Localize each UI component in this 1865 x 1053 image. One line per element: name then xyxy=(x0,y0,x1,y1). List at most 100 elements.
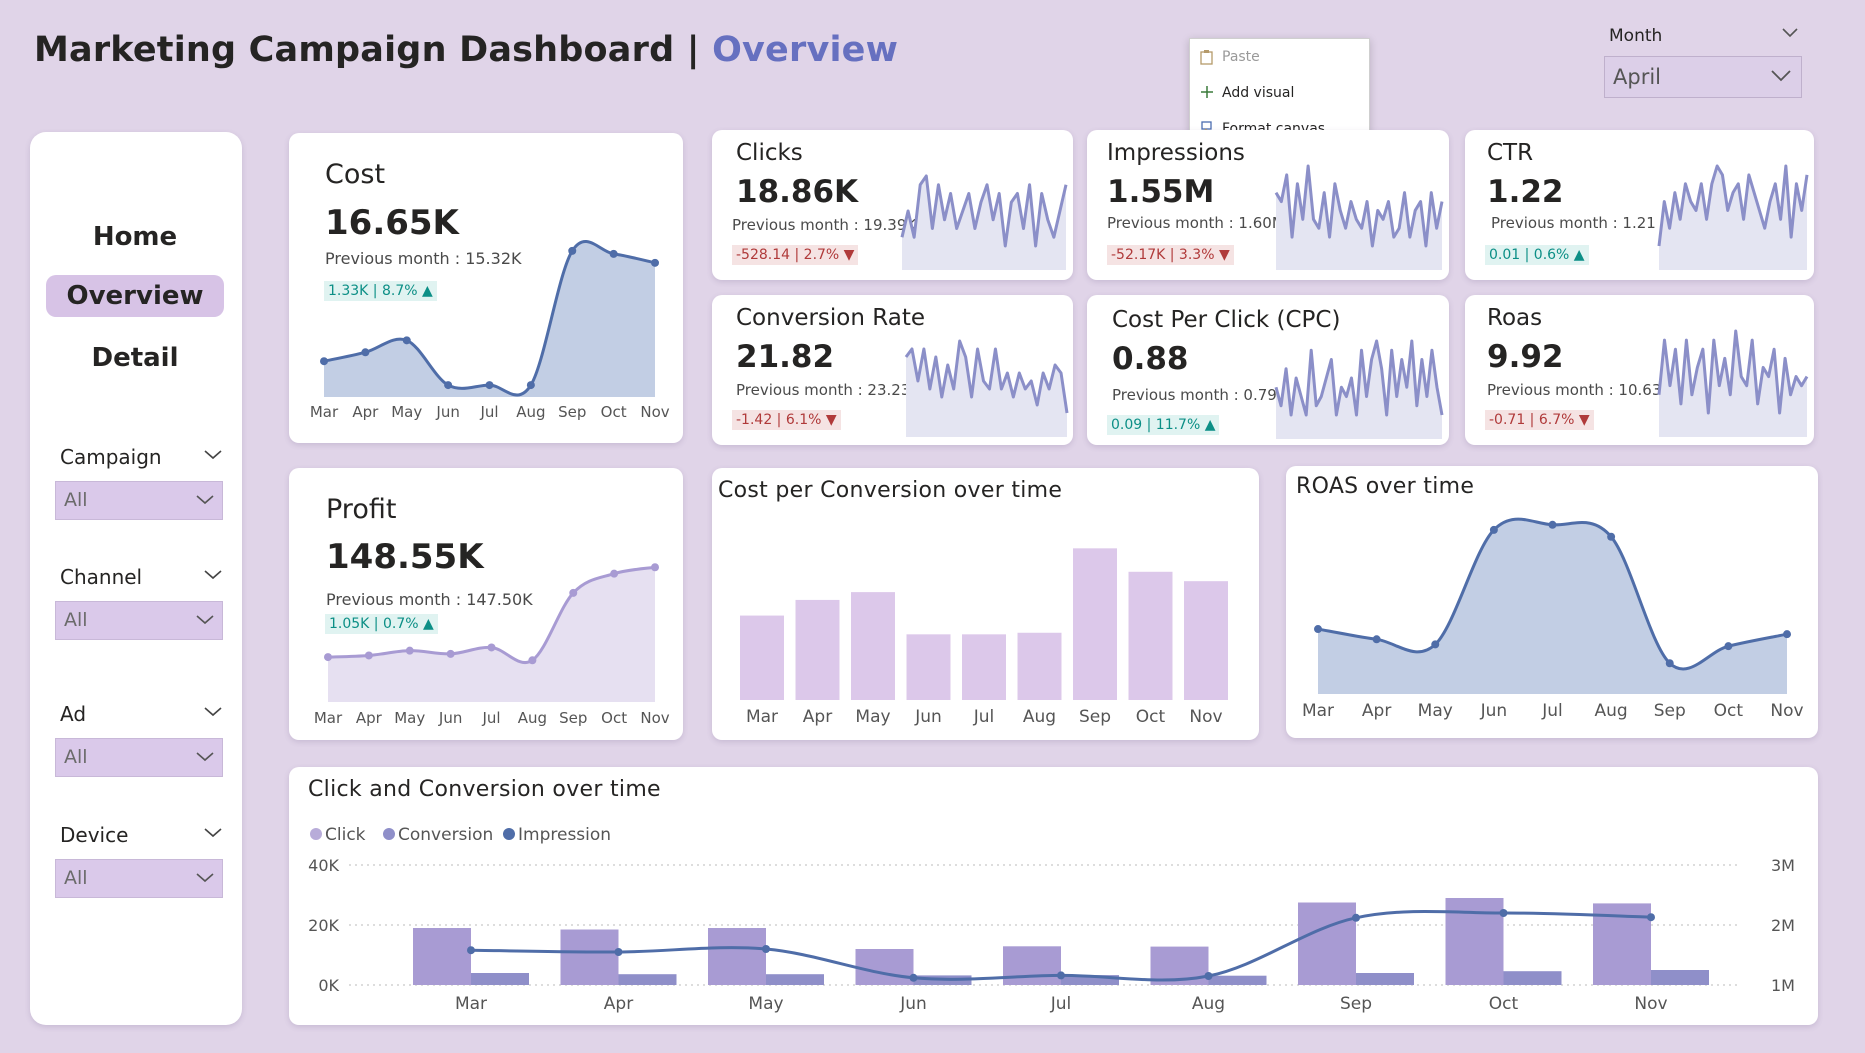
filter-ad-dropdown[interactable]: All xyxy=(55,738,223,777)
filter-device-dropdown[interactable]: All xyxy=(55,859,223,898)
sparkline-fill xyxy=(906,341,1067,437)
bar-mar xyxy=(740,615,784,700)
x-tick-label: Nov xyxy=(1770,701,1803,721)
kpi-value: 1.55M xyxy=(1107,174,1215,210)
data-point-mar xyxy=(324,653,332,662)
click-bar-sep xyxy=(1298,902,1356,985)
nav-detail[interactable]: Detail xyxy=(91,343,179,373)
bar-may xyxy=(851,592,895,700)
page-title-accent: Overview xyxy=(712,30,899,70)
conversion-bar-sep xyxy=(1356,973,1414,985)
x-tick-label: Aug xyxy=(1192,994,1225,1014)
data-point-nov xyxy=(1783,630,1791,639)
chevron-down-icon[interactable] xyxy=(204,450,222,460)
cost-card: Cost 16.65K Previous month : 15.32K 1.33… xyxy=(289,133,683,443)
x-tick-label: Mar xyxy=(1302,701,1334,721)
kpi-delta-badge: -0.71 | 6.7% ▼ xyxy=(1485,410,1594,430)
data-point-jul xyxy=(485,381,494,390)
chevron-down-icon[interactable] xyxy=(1782,28,1798,38)
impression-point-jul xyxy=(1057,971,1065,980)
x-tick-label: Sep xyxy=(559,709,587,727)
ctr-sparkline xyxy=(1657,164,1809,270)
sparkline-line xyxy=(1657,164,1809,247)
data-point-oct xyxy=(609,249,618,258)
kpi-prev-month: Previous month : 23.23 xyxy=(736,381,911,399)
x-tick-label: Sep xyxy=(1654,701,1686,721)
chevron-down-icon xyxy=(1771,70,1791,82)
x-tick-label: Jun xyxy=(438,709,462,727)
x-tick-label: Aug xyxy=(518,709,547,727)
legend-marker-conversion xyxy=(383,828,395,840)
data-point-may xyxy=(402,336,411,345)
x-tick-label: Mar xyxy=(455,994,487,1014)
legend-label-impression: Impression xyxy=(518,825,611,845)
kpi-delta-badge: -1.42 | 6.1% ▼ xyxy=(732,410,841,430)
clicks-card: Clicks 18.86K Previous month : 19.39K -5… xyxy=(712,130,1073,280)
impression-point-oct xyxy=(1499,909,1508,917)
roas-over-time-card: ROAS over time Mar Apr May Jun Jul Aug Sep Oct N… xyxy=(1286,466,1818,738)
x-tick-label: Nov xyxy=(640,709,669,727)
data-point-oct xyxy=(1724,642,1733,651)
chevron-down-icon[interactable] xyxy=(204,570,222,580)
sparkline-line xyxy=(900,174,1068,248)
kpi-value: 18.86K xyxy=(736,174,859,210)
click-bar-jun xyxy=(855,949,914,985)
area-fill xyxy=(324,241,655,397)
profit-area-chart: Mar Apr May Jun Jul Aug Sep Oct Nov xyxy=(314,563,670,727)
kpi-prev-month: Previous month : 0.79 xyxy=(1112,386,1277,404)
page-title: Marketing Campaign Dashboard | Overview xyxy=(34,30,898,70)
x-tick-label: Apr xyxy=(1362,701,1391,721)
sparkline-fill xyxy=(902,176,1066,270)
kpi-title: Roas xyxy=(1487,305,1543,331)
click-bar-apr xyxy=(560,929,619,985)
x-tick-label: May xyxy=(394,709,425,727)
chevron-down-icon[interactable] xyxy=(204,828,222,838)
kpi-prev-month: Previous month : 147.50K xyxy=(326,590,533,609)
x-tick-label: Mar xyxy=(314,709,343,727)
legend-label-click: Click xyxy=(325,825,366,845)
chevron-down-icon xyxy=(196,873,214,883)
nav-home[interactable]: Home xyxy=(92,222,178,252)
bar-jul xyxy=(962,634,1006,700)
filter-campaign-label: Campaign xyxy=(60,445,162,469)
kpi-delta-badge: -52.17K | 3.3% ▼ xyxy=(1107,245,1234,265)
filter-campaign-dropdown[interactable]: All xyxy=(55,481,223,520)
month-dropdown[interactable]: April xyxy=(1604,56,1802,98)
legend-label-conversion: Conversion xyxy=(398,825,493,845)
x-tick-label: Apr xyxy=(352,403,379,421)
kpi-delta-badge: 1.33K | 8.7% ▲ xyxy=(324,281,437,301)
filter-device-value: All xyxy=(64,867,88,889)
filter-channel-dropdown[interactable]: All xyxy=(55,601,223,640)
x-tick-label: Jun xyxy=(899,994,927,1014)
x-tick-label: Nov xyxy=(1189,707,1222,727)
kpi-title: CTR xyxy=(1487,140,1534,166)
data-point-jun xyxy=(446,649,455,658)
click-bar-may xyxy=(708,928,766,985)
impression-point-sep xyxy=(1352,913,1360,922)
conversion-bar-nov xyxy=(1651,970,1709,985)
kpi-prev-month: Previous month : 1.21 xyxy=(1491,214,1656,232)
impressions-sparkline xyxy=(1274,164,1444,270)
kpi-prev-month: Previous month : 19.39K xyxy=(732,216,917,234)
kpi-delta-badge: -528.14 | 2.7% ▼ xyxy=(732,245,859,265)
chevron-down-icon xyxy=(196,495,214,505)
chevron-down-icon[interactable] xyxy=(204,707,222,717)
x-tick-label: Sep xyxy=(1079,707,1111,727)
impressions-card: Impressions 1.55M Previous month : 1.60M… xyxy=(1087,130,1449,280)
nav-overview[interactable]: Overview xyxy=(46,275,224,317)
bar-aug xyxy=(1017,632,1062,700)
data-point-jul xyxy=(1548,520,1557,529)
data-point-apr xyxy=(361,348,370,357)
cost-area-chart: Mar Apr May Jun Jul Aug Sep Oct Nov xyxy=(310,240,670,421)
filter-campaign-value: All xyxy=(64,489,88,511)
plus-icon xyxy=(1201,86,1213,98)
sparkline-fill xyxy=(1659,166,1807,270)
filter-ad-label: Ad xyxy=(60,702,87,726)
impression-point-jun xyxy=(909,973,918,982)
area-fill xyxy=(1318,519,1787,694)
chevron-down-icon xyxy=(196,615,214,625)
x-tick-label: Oct xyxy=(601,403,627,421)
data-point-mar xyxy=(1314,625,1322,634)
clicks-sparkline xyxy=(900,174,1068,270)
y-tick-label-right: 1M xyxy=(1771,976,1795,995)
